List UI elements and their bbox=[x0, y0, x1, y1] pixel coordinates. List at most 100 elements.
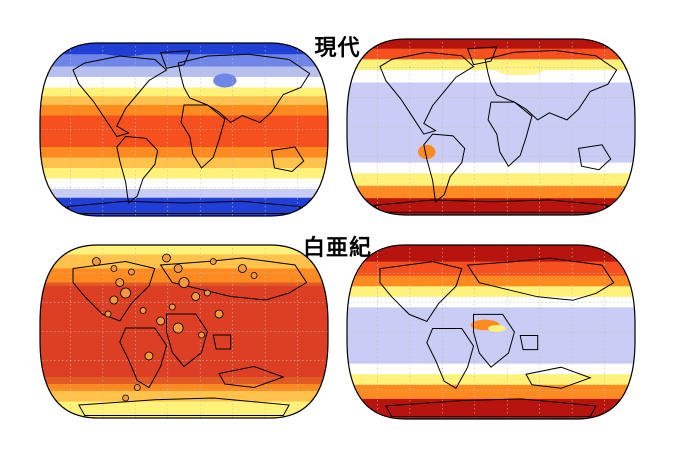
temperature-band bbox=[347, 261, 635, 277]
proxy-site-marker bbox=[198, 331, 205, 339]
coastline-africa bbox=[180, 104, 226, 169]
temperature-band bbox=[347, 296, 635, 308]
proxy-site-marker bbox=[156, 316, 166, 326]
coastline-europe bbox=[466, 257, 615, 301]
modern-title: 現代 bbox=[314, 36, 361, 61]
temperature-band bbox=[347, 39, 635, 50]
coastline-antarctica bbox=[385, 398, 597, 417]
temperature-band bbox=[347, 384, 635, 400]
proxy-site-marker bbox=[237, 264, 247, 273]
temperature-band bbox=[347, 245, 635, 263]
anomaly-patch bbox=[488, 324, 506, 332]
map-field bbox=[347, 39, 635, 215]
modern-change-map bbox=[346, 38, 636, 216]
temperature-band bbox=[40, 157, 328, 169]
temperature-band bbox=[347, 70, 635, 83]
proxy-site-marker bbox=[120, 287, 131, 299]
temperature-band bbox=[347, 59, 635, 71]
temperature-band bbox=[40, 77, 328, 88]
temperature-band bbox=[347, 185, 635, 199]
map-field bbox=[40, 43, 328, 216]
temperature-band bbox=[347, 173, 635, 187]
coastline-india bbox=[519, 335, 539, 351]
proxy-site-marker bbox=[92, 257, 101, 266]
coastline-india bbox=[212, 334, 232, 350]
coastline-greenland bbox=[159, 50, 191, 69]
temperature-band bbox=[40, 178, 328, 190]
temperature-band bbox=[40, 147, 328, 158]
coastline-namerica bbox=[72, 260, 156, 322]
proxy-site-marker bbox=[128, 268, 135, 276]
coastline-namerica bbox=[72, 55, 168, 138]
proxy-site-marker bbox=[144, 351, 154, 361]
temperature-band bbox=[347, 198, 635, 215]
proxy-site-marker bbox=[172, 322, 184, 334]
temperature-band bbox=[40, 401, 328, 418]
temperature-band bbox=[40, 168, 328, 179]
coastline-africa bbox=[166, 313, 208, 368]
temperature-band bbox=[347, 286, 635, 298]
overlay-band bbox=[40, 282, 328, 384]
temperature-band bbox=[40, 43, 328, 55]
anomaly-patch bbox=[418, 144, 436, 160]
proxy-site-marker bbox=[109, 295, 119, 305]
proxy-site-marker bbox=[173, 264, 183, 273]
anomaly-patch bbox=[213, 73, 237, 88]
temperature-band bbox=[40, 87, 328, 97]
modern-absolute-map bbox=[39, 42, 329, 217]
coastline-antarctica bbox=[66, 200, 302, 214]
temperature-band bbox=[347, 363, 635, 375]
proxy-site-marker bbox=[209, 258, 217, 265]
temperature-band bbox=[347, 48, 635, 60]
proxy-site-marker bbox=[115, 278, 125, 287]
map-field bbox=[40, 245, 328, 418]
map-frame bbox=[39, 42, 329, 217]
coastline-africa bbox=[473, 313, 515, 368]
coastline-australia bbox=[525, 366, 592, 389]
proxy-site-marker bbox=[139, 307, 147, 314]
temperature-band bbox=[40, 96, 328, 106]
proxy-site-marker bbox=[110, 265, 118, 272]
proxy-site-marker bbox=[203, 289, 211, 297]
proxy-site-marker bbox=[162, 253, 171, 263]
cretaceous-change-map bbox=[346, 244, 636, 420]
coastline-greenland bbox=[466, 46, 498, 66]
proxy-site-marker bbox=[104, 310, 112, 318]
coastline-samerica bbox=[119, 327, 168, 389]
coastline-africa bbox=[487, 101, 533, 167]
proxy-site-marker bbox=[122, 394, 129, 402]
map-frame bbox=[346, 38, 636, 216]
temperature-band bbox=[347, 82, 635, 164]
temperature-band bbox=[40, 391, 328, 402]
coastline-namerica bbox=[379, 261, 463, 323]
coastline-europe bbox=[159, 257, 308, 301]
temperature-band bbox=[347, 162, 635, 174]
temperature-band bbox=[347, 374, 635, 386]
temperature-band bbox=[40, 254, 328, 269]
coastline-samerica bbox=[116, 135, 159, 204]
temperature-band bbox=[347, 307, 635, 365]
temperature-band bbox=[40, 105, 328, 116]
anomaly-patch bbox=[496, 64, 544, 76]
temperature-band bbox=[40, 245, 328, 255]
proxy-site-marker bbox=[191, 292, 201, 301]
coastline-australia bbox=[578, 144, 612, 171]
temperature-band bbox=[40, 115, 328, 148]
map-frame bbox=[346, 244, 636, 420]
temperature-band bbox=[347, 275, 635, 287]
coastline-antarctica bbox=[373, 199, 609, 213]
cretaceous-absolute-map bbox=[39, 244, 329, 419]
cretaceous-title: 白亜紀 bbox=[302, 236, 372, 261]
proxy-site-marker bbox=[178, 277, 190, 288]
coastline-eurasia bbox=[177, 53, 311, 124]
map-frame bbox=[39, 244, 329, 419]
temperature-band bbox=[40, 189, 328, 199]
coastline-eurasia bbox=[484, 49, 618, 121]
map-field bbox=[347, 245, 635, 419]
proxy-site-marker bbox=[168, 303, 176, 311]
coastline-namerica bbox=[379, 51, 475, 135]
coastline-antarctica bbox=[78, 397, 290, 416]
proxy-site-marker bbox=[133, 384, 141, 391]
anomaly-patch bbox=[96, 43, 155, 56]
